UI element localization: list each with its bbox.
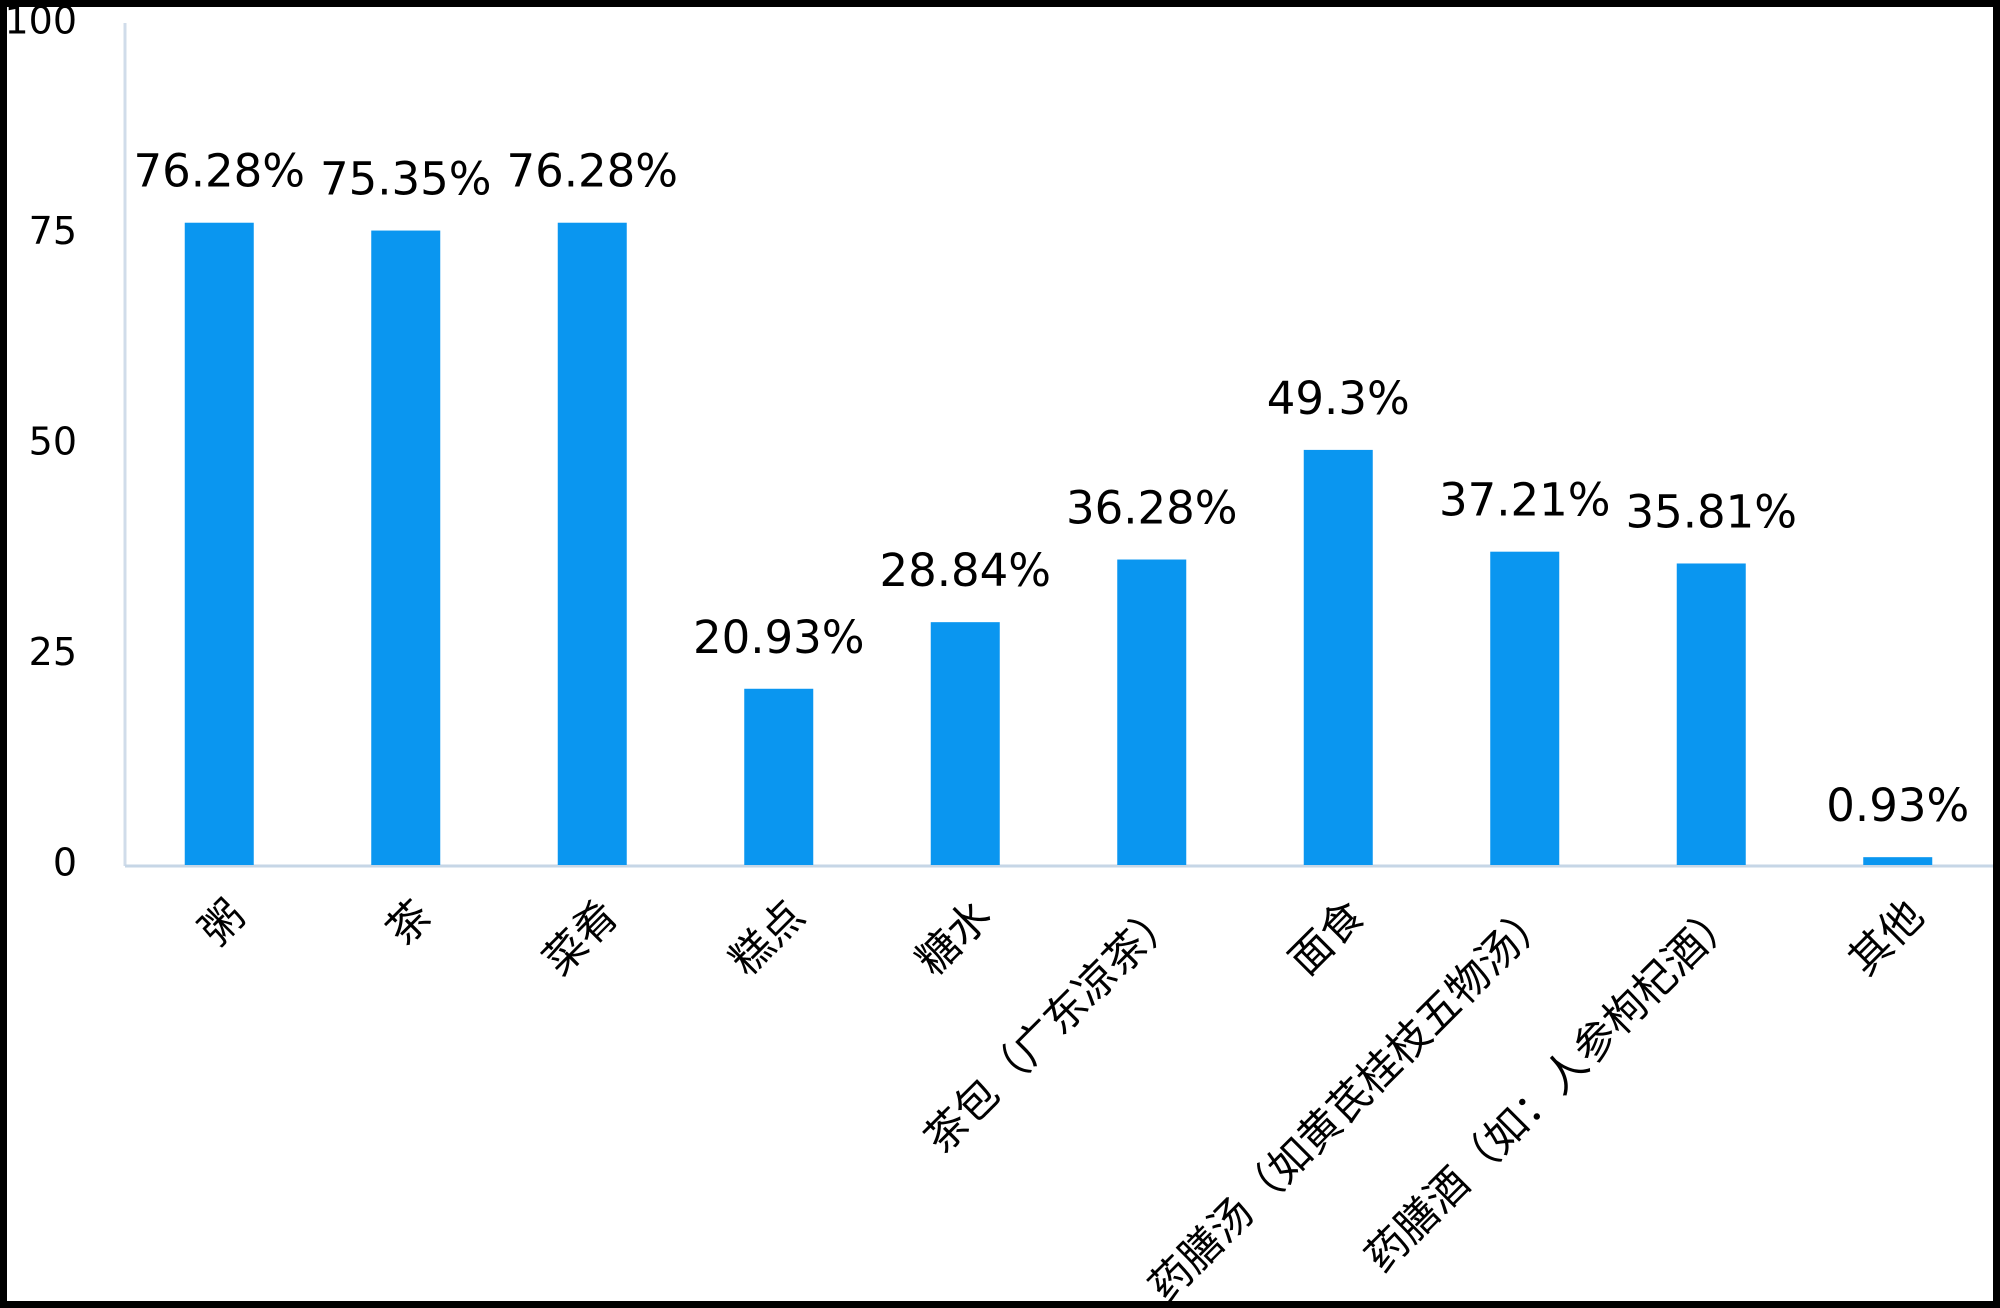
value-label: 76.28% <box>506 145 678 198</box>
value-label: 36.28% <box>1066 482 1238 535</box>
bar <box>1117 559 1187 865</box>
value-label: 75.35% <box>320 153 492 206</box>
bar <box>1863 857 1933 865</box>
value-label: 20.93% <box>693 611 865 664</box>
y-tick-label: 25 <box>29 630 77 674</box>
y-tick-label: 75 <box>29 209 77 253</box>
bar <box>930 622 1000 865</box>
bar <box>1490 551 1560 865</box>
bar <box>557 222 627 865</box>
value-label: 37.21% <box>1439 474 1611 527</box>
bar <box>371 230 441 866</box>
chart-background <box>7 7 1993 1301</box>
y-tick-label: 100 <box>4 0 77 43</box>
y-tick-label: 50 <box>29 420 77 464</box>
bar <box>184 222 254 865</box>
value-label: 28.84% <box>879 544 1051 597</box>
bar <box>744 688 814 865</box>
y-tick-label: 0 <box>53 841 77 885</box>
bar <box>1303 449 1373 865</box>
value-label: 35.81% <box>1625 485 1797 538</box>
bar <box>1676 563 1746 865</box>
value-label: 0.93% <box>1826 779 1969 832</box>
value-label: 76.28% <box>133 145 305 198</box>
value-label: 49.3% <box>1267 372 1410 425</box>
